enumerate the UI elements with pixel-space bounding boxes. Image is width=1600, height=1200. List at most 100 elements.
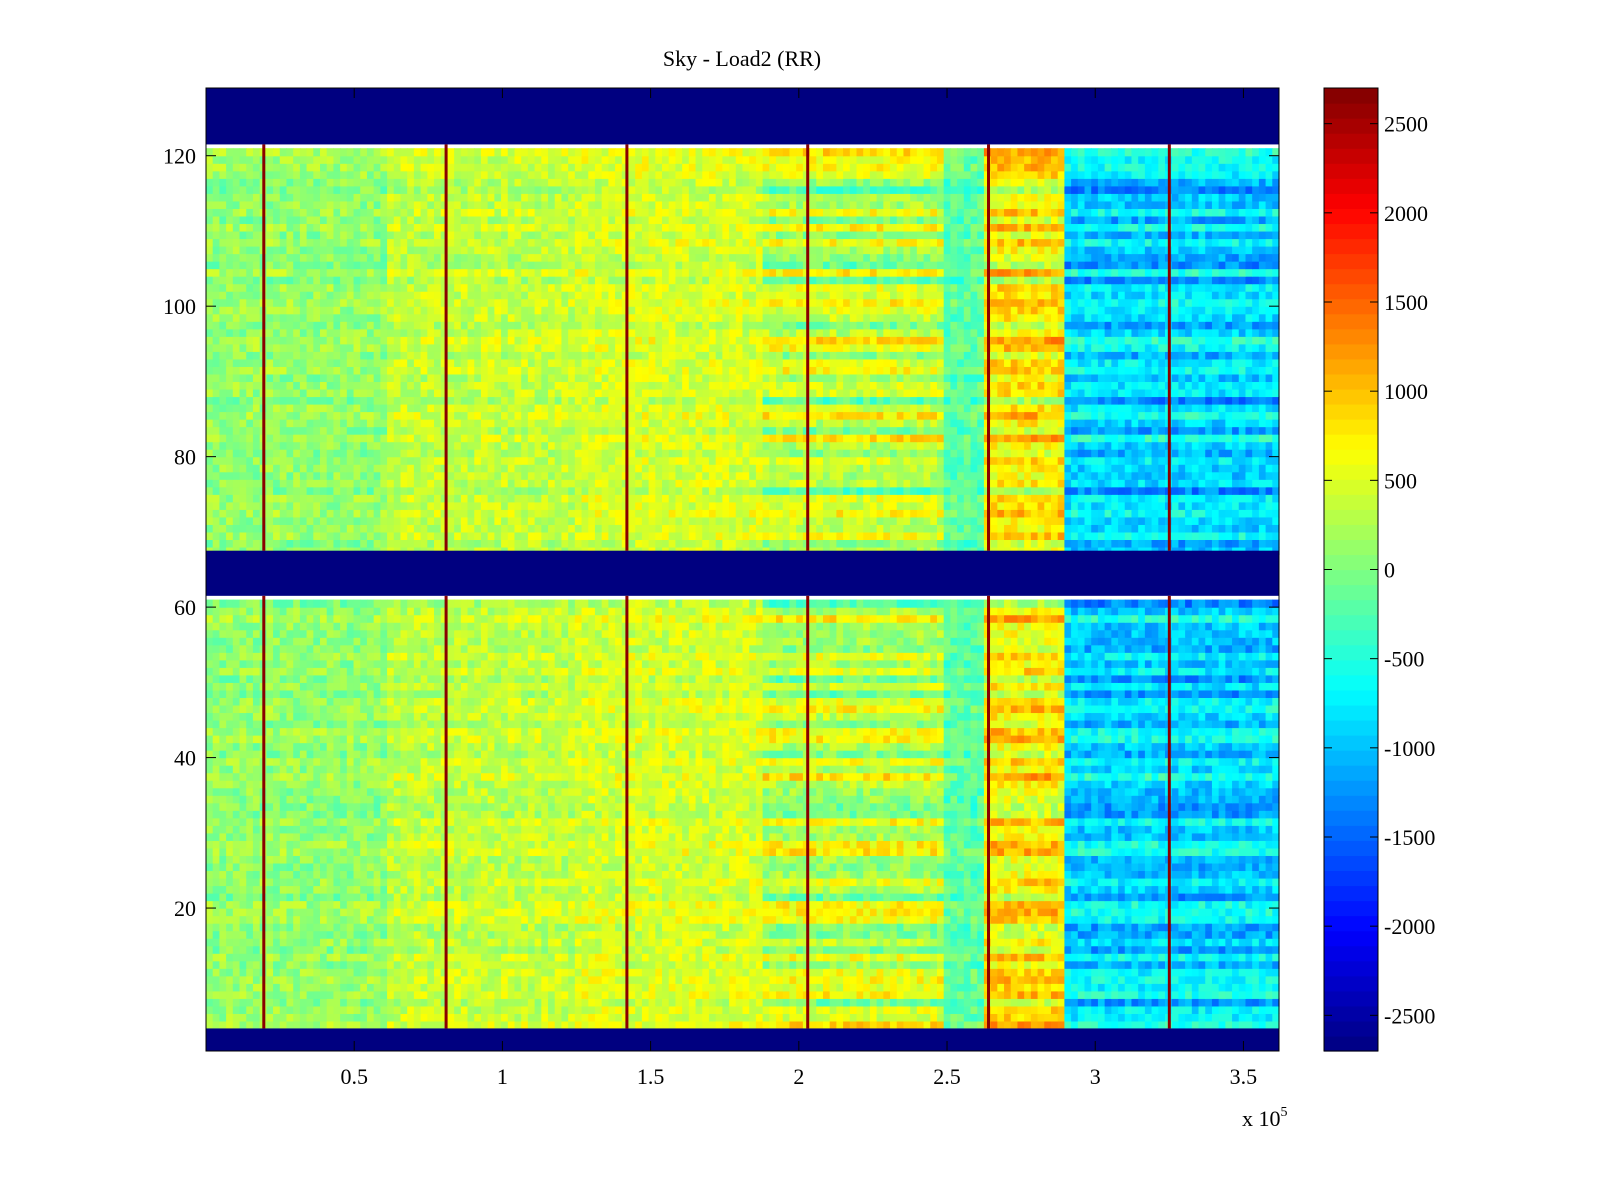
heatmap-cell xyxy=(1245,930,1253,939)
heatmap-cell xyxy=(554,810,563,819)
heatmap-cell xyxy=(675,870,683,879)
heatmap-cell xyxy=(822,802,831,811)
heatmap-cell xyxy=(977,810,985,819)
heatmap-cell xyxy=(514,900,522,909)
heatmap-cell xyxy=(635,998,643,1007)
heatmap-cell xyxy=(997,832,1005,841)
heatmap-cell xyxy=(849,847,858,856)
heatmap-cell xyxy=(702,825,710,834)
heatmap-cell xyxy=(615,975,623,984)
heatmap-cell xyxy=(957,885,965,894)
heatmap-cell xyxy=(977,877,985,887)
heatmap-cell xyxy=(950,1005,958,1014)
heatmap-cell xyxy=(206,847,214,856)
heatmap-cell xyxy=(219,923,227,932)
heatmap-cell xyxy=(1024,817,1032,826)
heatmap-cell xyxy=(1004,908,1012,917)
heatmap-cell xyxy=(822,877,831,887)
heatmap-cell xyxy=(742,855,750,864)
heatmap-cell xyxy=(876,990,884,999)
heatmap-cell xyxy=(682,900,690,909)
heatmap-cell xyxy=(460,840,469,849)
heatmap-cell xyxy=(293,923,301,932)
heatmap-cell xyxy=(1191,1005,1200,1014)
heatmap-cell xyxy=(454,847,462,856)
heatmap-cell xyxy=(1037,908,1045,917)
heatmap-cell xyxy=(836,930,844,939)
heatmap-cell xyxy=(548,885,556,894)
heatmap-cell xyxy=(628,1020,636,1030)
heatmap-cell xyxy=(762,975,770,984)
heatmap-cell xyxy=(695,908,703,917)
heatmap-cell xyxy=(1138,893,1146,902)
heatmap-cell xyxy=(970,840,978,849)
heatmap-cell xyxy=(393,900,402,909)
heatmap-cell xyxy=(1010,862,1019,872)
heatmap-cell xyxy=(715,817,723,826)
heatmap-cell xyxy=(440,998,449,1007)
heatmap-cell xyxy=(950,825,958,834)
heatmap-cell xyxy=(226,968,234,977)
heatmap-cell xyxy=(447,990,455,999)
heatmap-cell xyxy=(420,855,428,864)
heatmap-cell xyxy=(393,983,402,992)
heatmap-cell xyxy=(722,870,730,879)
heatmap-cell xyxy=(1232,953,1240,962)
heatmap-cell xyxy=(816,923,824,932)
heatmap-cell xyxy=(1064,802,1072,811)
heatmap-cell xyxy=(353,900,361,909)
heatmap-cell xyxy=(729,840,737,849)
heatmap-cell xyxy=(541,938,549,947)
heatmap-cell xyxy=(1265,990,1273,999)
heatmap-cell xyxy=(340,893,348,902)
heatmap-cell xyxy=(507,877,516,887)
heatmap-cell xyxy=(1265,855,1273,864)
heatmap-cell xyxy=(762,802,770,811)
heatmap-cell xyxy=(1191,998,1200,1007)
heatmap-cell xyxy=(735,862,744,872)
heatmap-cell xyxy=(950,990,958,999)
heatmap-cell xyxy=(1232,915,1240,924)
heatmap-cell xyxy=(299,953,308,962)
heatmap-cell xyxy=(326,900,335,909)
heatmap-cell xyxy=(393,817,402,826)
heatmap-cell xyxy=(447,900,455,909)
heatmap-cell xyxy=(695,998,703,1007)
heatmap-cell xyxy=(755,990,764,999)
heatmap-cell xyxy=(977,885,985,894)
heatmap-cell xyxy=(769,1020,777,1030)
heatmap-cell xyxy=(1225,915,1233,924)
heatmap-cell xyxy=(239,893,247,902)
heatmap-cell xyxy=(1118,915,1126,924)
heatmap-cell xyxy=(454,915,462,924)
heatmap-cell xyxy=(957,877,965,887)
heatmap-cell xyxy=(266,810,274,819)
heatmap-cell xyxy=(708,998,717,1007)
heatmap-cell xyxy=(628,938,636,947)
heatmap-cell xyxy=(487,938,495,947)
heatmap-cell xyxy=(762,953,770,962)
heatmap-cell xyxy=(688,870,697,879)
heatmap-cell xyxy=(1037,1013,1045,1022)
heatmap-cell xyxy=(742,1013,750,1022)
heatmap-cell xyxy=(1037,832,1045,841)
heatmap-cell xyxy=(1258,855,1267,864)
heatmap-cell xyxy=(1225,960,1233,969)
heatmap-cell xyxy=(742,885,750,894)
heatmap-cell xyxy=(521,975,529,984)
heatmap-cell xyxy=(916,983,925,992)
heatmap-cell xyxy=(206,825,214,834)
heatmap-cell xyxy=(668,862,677,872)
heatmap-cell xyxy=(413,945,422,954)
heatmap-cell xyxy=(1071,953,1079,962)
heatmap-cell xyxy=(668,915,677,924)
heatmap-cell xyxy=(1252,795,1260,804)
heatmap-cell xyxy=(507,893,516,902)
heatmap-cell xyxy=(809,983,817,992)
heatmap-cell xyxy=(1272,1005,1280,1014)
heatmap-cell xyxy=(1258,795,1267,804)
heatmap-cell xyxy=(501,893,509,902)
heatmap-cell xyxy=(212,990,221,999)
heatmap-cell xyxy=(299,998,308,1007)
heatmap-cell xyxy=(581,960,589,969)
